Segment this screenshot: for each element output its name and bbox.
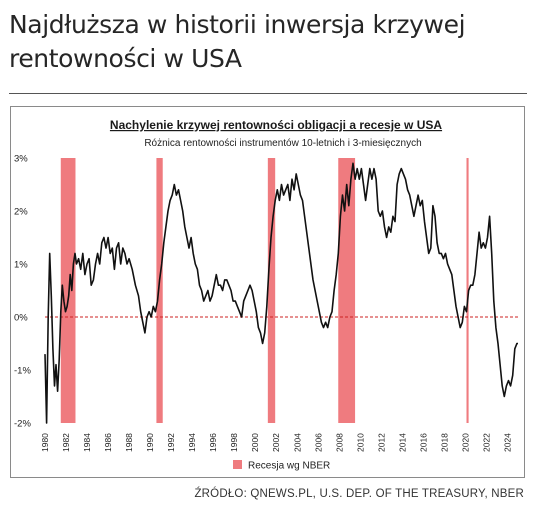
x-tick-label: 1980: [40, 433, 50, 452]
x-tick-label: 2010: [355, 433, 365, 452]
y-tick-label: -2%: [14, 419, 31, 430]
x-tick-label: 1992: [166, 433, 176, 452]
y-tick-label: 2%: [14, 207, 28, 218]
series-line-0: [44, 162, 518, 424]
page-headline: Najdłuższa w historii inwersja krzywej r…: [9, 10, 466, 73]
x-tick-label: 2004: [292, 433, 302, 452]
recession-band-2: [267, 158, 276, 423]
x-tick-label: 1988: [124, 433, 134, 452]
x-tick-label: 2016: [418, 433, 428, 452]
x-tick-label: 2014: [397, 433, 407, 452]
x-tick-label: 1994: [187, 433, 197, 452]
recession-band-4: [466, 158, 469, 423]
x-tick-label: 1986: [103, 433, 113, 452]
x-tick-label: 1990: [145, 433, 155, 452]
y-tick-label: 3%: [14, 154, 28, 165]
chart-subtitle: Różnica rentowności instrumentów 10-letn…: [144, 138, 421, 149]
y-tick-label: -1%: [14, 366, 31, 377]
recession-band-1: [156, 158, 163, 423]
source-note: ŹRÓDŁO: QNEWS.PL, U.S. DEP. OF THE TREAS…: [194, 488, 524, 500]
x-axis-ticks: 1980 1982 1984 1986 1988 1990 1992 1994 1996 1998…: [40, 433, 512, 452]
legend-swatch-recession: [233, 460, 242, 469]
headline-divider: [9, 93, 527, 94]
y-tick-label: 1%: [14, 260, 28, 271]
chart-frame: Nachylenie krzywej rentowności obligacji…: [10, 106, 525, 478]
legend-label-recession: Recesja wg NBER: [248, 461, 330, 472]
x-tick-label: 1982: [61, 433, 71, 452]
x-tick-label: 2008: [334, 433, 344, 452]
x-tick-label: 2018: [439, 433, 449, 452]
x-tick-label: 2024: [502, 433, 512, 452]
recession-band-3: [338, 158, 356, 423]
x-tick-label: 2000: [250, 433, 260, 452]
x-tick-label: 1984: [82, 433, 92, 452]
x-tick-label: 2022: [481, 433, 491, 452]
x-tick-label: 1996: [208, 433, 218, 452]
x-tick-label: 2012: [376, 433, 386, 452]
recession-bands: [60, 158, 469, 423]
x-tick-label: 1998: [229, 433, 239, 452]
legend: Recesja wg NBER: [233, 460, 330, 472]
x-tick-label: 2006: [313, 433, 323, 452]
y-tick-label: 0%: [14, 313, 28, 324]
chart-title: Nachylenie krzywej rentowności obligacji…: [110, 118, 442, 132]
recession-band-0: [60, 158, 76, 423]
y-axis-ticks: 3% 2% 1% 0% -1% -2%: [14, 154, 31, 430]
x-tick-label: 2002: [271, 433, 281, 452]
series-lines: [44, 162, 518, 424]
yield-curve-chart: Nachylenie krzywej rentowności obligacji…: [14, 118, 518, 472]
x-tick-label: 2020: [460, 433, 470, 452]
